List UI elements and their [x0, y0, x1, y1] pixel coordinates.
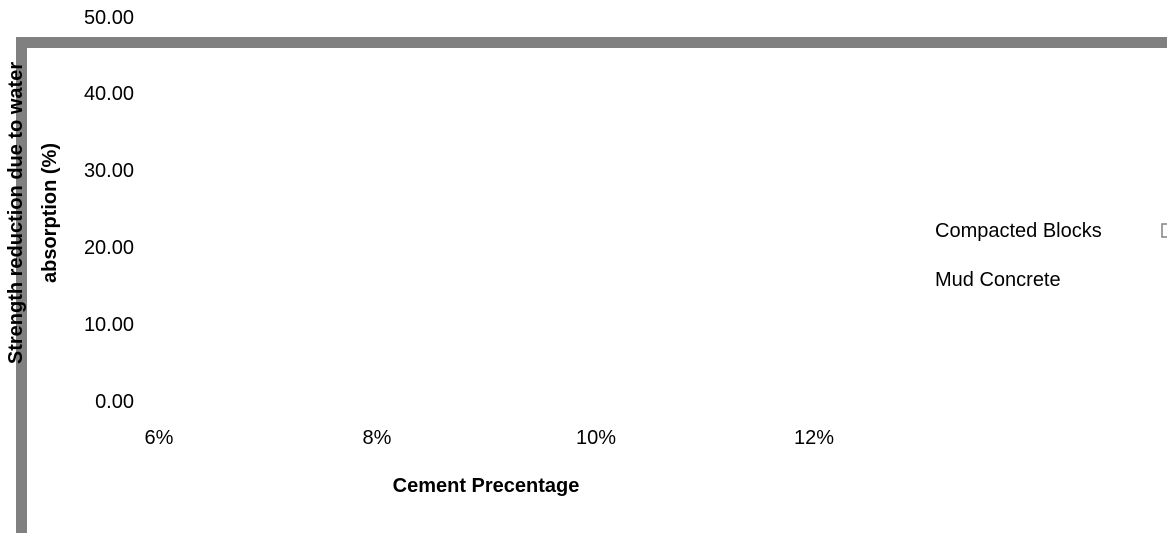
y-tick-label-0: 0.00: [95, 391, 134, 413]
y-tick-label-4: 40.00: [84, 83, 134, 105]
legend-swatch-compacted-blocks: [1161, 223, 1167, 238]
x-axis-title: Cement Precentage: [393, 475, 580, 497]
y-tick-label-5: 50.00: [84, 7, 134, 29]
y-tick-label-1: 10.00: [84, 314, 134, 336]
y-tick-label-2: 20.00: [84, 237, 134, 259]
y-axis-title-line-1: Strength reduction due to water: [5, 62, 27, 364]
x-tick-label-2: 10%: [576, 427, 616, 449]
legend-label-mud-concrete: Mud Concrete: [935, 269, 1061, 291]
frame-top-border: [16, 37, 1167, 48]
x-tick-label-0: 6%: [145, 427, 174, 449]
y-tick-label-3: 30.00: [84, 160, 134, 182]
frame-left-border: [16, 37, 27, 533]
x-tick-label-1: 8%: [363, 427, 392, 449]
legend-label-compacted-blocks: Compacted Blocks: [935, 220, 1102, 242]
x-tick-label-3: 12%: [794, 427, 834, 449]
legend: Compacted Blocks Mud Concrete: [935, 220, 1167, 291]
y-axis-title-line-2: absorption (%): [39, 143, 61, 283]
